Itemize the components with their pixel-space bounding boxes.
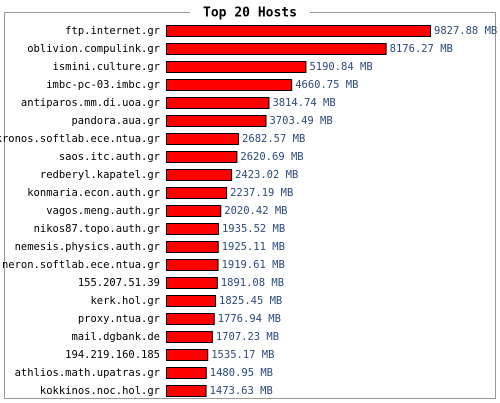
host-label: redberyl.kapatel.gr: [40, 169, 160, 181]
bar: [166, 223, 219, 235]
value-label: 1919.61 MB: [222, 259, 285, 271]
host-label: nikos87.topo.auth.gr: [34, 223, 160, 235]
host-label: antiparos.mm.di.uoa.gr: [21, 97, 160, 109]
value-label: 8176.27 MB: [390, 43, 453, 55]
value-label: 1473.63 MB: [210, 385, 273, 397]
value-label: 1776.94 MB: [218, 313, 281, 325]
host-label: nemesis.physics.auth.gr: [15, 241, 160, 253]
title-gap: [190, 4, 310, 22]
bar: [166, 313, 215, 325]
bar: [166, 133, 240, 145]
bar: [166, 43, 387, 55]
value-label: 1935.52 MB: [222, 223, 285, 235]
value-label: 1480.95 MB: [210, 367, 273, 379]
value-label: 2237.19 MB: [230, 187, 293, 199]
value-label: 1535.17 MB: [211, 349, 274, 361]
bar: [166, 151, 238, 163]
value-label: 1707.23 MB: [216, 331, 279, 343]
host-label: mail.dgbank.de: [71, 331, 160, 343]
bar: [166, 295, 217, 307]
bar: [166, 79, 293, 91]
bar: [166, 97, 270, 109]
bar: [166, 259, 219, 271]
host-label: ftp.internet.gr: [65, 25, 160, 37]
bar: [166, 331, 213, 343]
host-label: 155.207.51.39: [78, 277, 160, 289]
host-label: 194.219.160.185: [65, 349, 160, 361]
bar: [166, 349, 209, 361]
bar: [166, 25, 431, 37]
chart-title: Top 20 Hosts: [203, 6, 297, 21]
bar: [166, 241, 219, 253]
bar: [166, 367, 207, 379]
host-label: kerk.hol.gr: [90, 295, 160, 307]
bar: [166, 385, 207, 397]
value-label: 2020.42 MB: [224, 205, 287, 217]
host-label: konmaria.econ.auth.gr: [27, 187, 160, 199]
host-label: athlios.math.upatras.gr: [15, 367, 160, 379]
value-label: 9827.88 MB: [434, 25, 497, 37]
value-label: 2620.69 MB: [240, 151, 303, 163]
host-label: vagos.meng.auth.gr: [46, 205, 160, 217]
value-label: 3703.49 MB: [269, 115, 332, 127]
host-label: kronos.softlab.ece.ntua.gr: [0, 133, 160, 145]
value-label: 1825.45 MB: [219, 295, 282, 307]
value-label: 1891.08 MB: [221, 277, 284, 289]
host-label: kokkinos.noc.hol.gr: [40, 385, 160, 397]
host-label: imbc-pc-03.imbc.gr: [46, 79, 160, 91]
value-label: 2682.57 MB: [242, 133, 305, 145]
bar: [166, 277, 218, 289]
host-label: neron.softlab.ece.ntua.gr: [2, 259, 160, 271]
host-label: oblivion.compulink.gr: [27, 43, 160, 55]
host-label: pandora.aua.gr: [71, 115, 160, 127]
bar: [166, 115, 267, 127]
bar: [166, 169, 233, 181]
value-label: 1925.11 MB: [222, 241, 285, 253]
value-label: 2423.02 MB: [235, 169, 298, 181]
host-label: proxy.ntua.gr: [78, 313, 160, 325]
bar: [166, 61, 307, 73]
host-label: ismini.culture.gr: [53, 61, 160, 73]
host-label: saos.itc.auth.gr: [59, 151, 160, 163]
value-label: 5190.84 MB: [309, 61, 372, 73]
value-label: 4660.75 MB: [295, 79, 358, 91]
bar: [166, 205, 222, 217]
bar: [166, 187, 228, 199]
value-label: 3814.74 MB: [272, 97, 335, 109]
